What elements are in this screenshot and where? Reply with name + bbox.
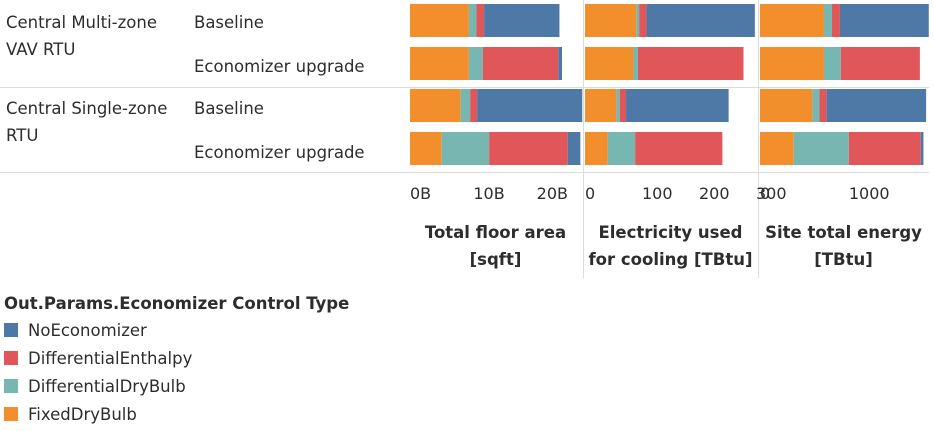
bar-fixed-dry-bulb [760,132,794,165]
bar-no-economizer [484,4,560,37]
bar-fixed-dry-bulb [410,132,442,165]
legend-item-differential-dry-bulb: DifferentialDryBulb [4,372,349,400]
bar-differential-dry-bulb [823,4,832,37]
legend-swatch-fixed-dry-bulb [4,407,18,421]
bar-no-economizer [920,132,924,165]
bar-no-economizer [558,47,562,80]
bar-no-economizer [826,89,927,122]
bar-differential-enthalpy [489,132,568,165]
legend-label: NoEconomizer [28,320,147,340]
bar-differential-dry-bulb [633,47,639,80]
legend: Out.Params.Economizer Control Type NoEco… [4,294,349,428]
tick-label: 0 [760,184,770,203]
legend-item-differential-enthalpy: DifferentialEnthalpy [4,344,349,372]
legend-swatch-no-economizer [4,323,18,337]
bar-differential-dry-bulb [636,4,640,37]
bar-no-economizer [646,4,755,37]
tick-label: 300 [756,184,787,203]
legend-item-no-economizer: NoEconomizer [4,316,349,344]
legend-label: DifferentialEnthalpy [28,348,193,368]
bar-differential-enthalpy [619,89,627,122]
bar-differential-enthalpy [638,47,744,80]
bar-fixed-dry-bulb [585,89,617,122]
row-label: Baseline [194,13,264,32]
bar-fixed-dry-bulb [410,4,469,37]
chart: Central Multi-zone VAV RTU Central Single-… [0,0,929,278]
bar-fixed-dry-bulb [585,4,637,37]
tick-label: 200 [699,184,730,203]
bar-differential-enthalpy [848,132,921,165]
legend-label: DifferentialDryBulb [28,376,186,396]
bar-no-economizer [477,89,583,122]
axis-title: [TBtu] [814,250,873,269]
legend-label: FixedDryBulb [28,404,137,424]
row-label: Economizer upgrade [194,143,365,162]
bar-differential-dry-bulb [468,4,477,37]
bar-fixed-dry-bulb [585,132,608,165]
group-label: VAV RTU [6,40,75,59]
axis-title: [sqft] [470,250,522,269]
bar-differential-enthalpy [819,89,827,122]
bar-differential-enthalpy [476,4,485,37]
bar-differential-enthalpy [635,132,723,165]
bar-differential-dry-bulb [441,132,490,165]
tick-label: 0 [585,184,595,203]
bar-differential-enthalpy [639,4,647,37]
legend-swatch-differential-enthalpy [4,351,18,365]
bar-fixed-dry-bulb [410,89,461,122]
bar-differential-dry-bulb [607,132,636,165]
bar-no-economizer [626,89,729,122]
bar-fixed-dry-bulb [760,4,824,37]
group-label: Central Single-zone [6,99,167,118]
row-label: Baseline [194,99,264,118]
bar-differential-enthalpy [840,47,920,80]
bar-no-economizer [839,4,929,37]
bar-differential-enthalpy [482,47,559,80]
axis-title: Total floor area [425,223,566,242]
bar-fixed-dry-bulb [760,47,824,80]
bar-differential-enthalpy [831,4,840,37]
bar-fixed-dry-bulb [410,47,469,80]
axis-title: Electricity used [599,223,743,242]
bar-fixed-dry-bulb [585,47,634,80]
bar-no-economizer [567,132,581,165]
bar-differential-dry-bulb [468,47,483,80]
tick-label: 1000 [849,184,890,203]
bar-differential-dry-bulb [460,89,471,122]
row-label: Economizer upgrade [194,57,365,76]
legend-swatch-differential-dry-bulb [4,379,18,393]
legend-item-fixed-dry-bulb: FixedDryBulb [4,400,349,428]
tick-label: 0B [410,184,431,203]
tick-label: 100 [642,184,673,203]
bar-differential-dry-bulb [812,89,820,122]
bar-differential-dry-bulb [823,47,841,80]
bar-differential-dry-bulb [616,89,620,122]
bar-differential-dry-bulb [793,132,849,165]
tick-label: 20B [537,184,568,203]
axis-title: for cooling [TBtu] [588,250,752,269]
group-label: RTU [6,126,38,145]
group-label: Central Multi-zone [6,13,157,32]
bar-differential-enthalpy [470,89,478,122]
axis-title: Site total energy [765,223,922,242]
legend-title: Out.Params.Economizer Control Type [4,294,350,313]
bar-fixed-dry-bulb [760,89,813,122]
tick-label: 10B [473,184,504,203]
